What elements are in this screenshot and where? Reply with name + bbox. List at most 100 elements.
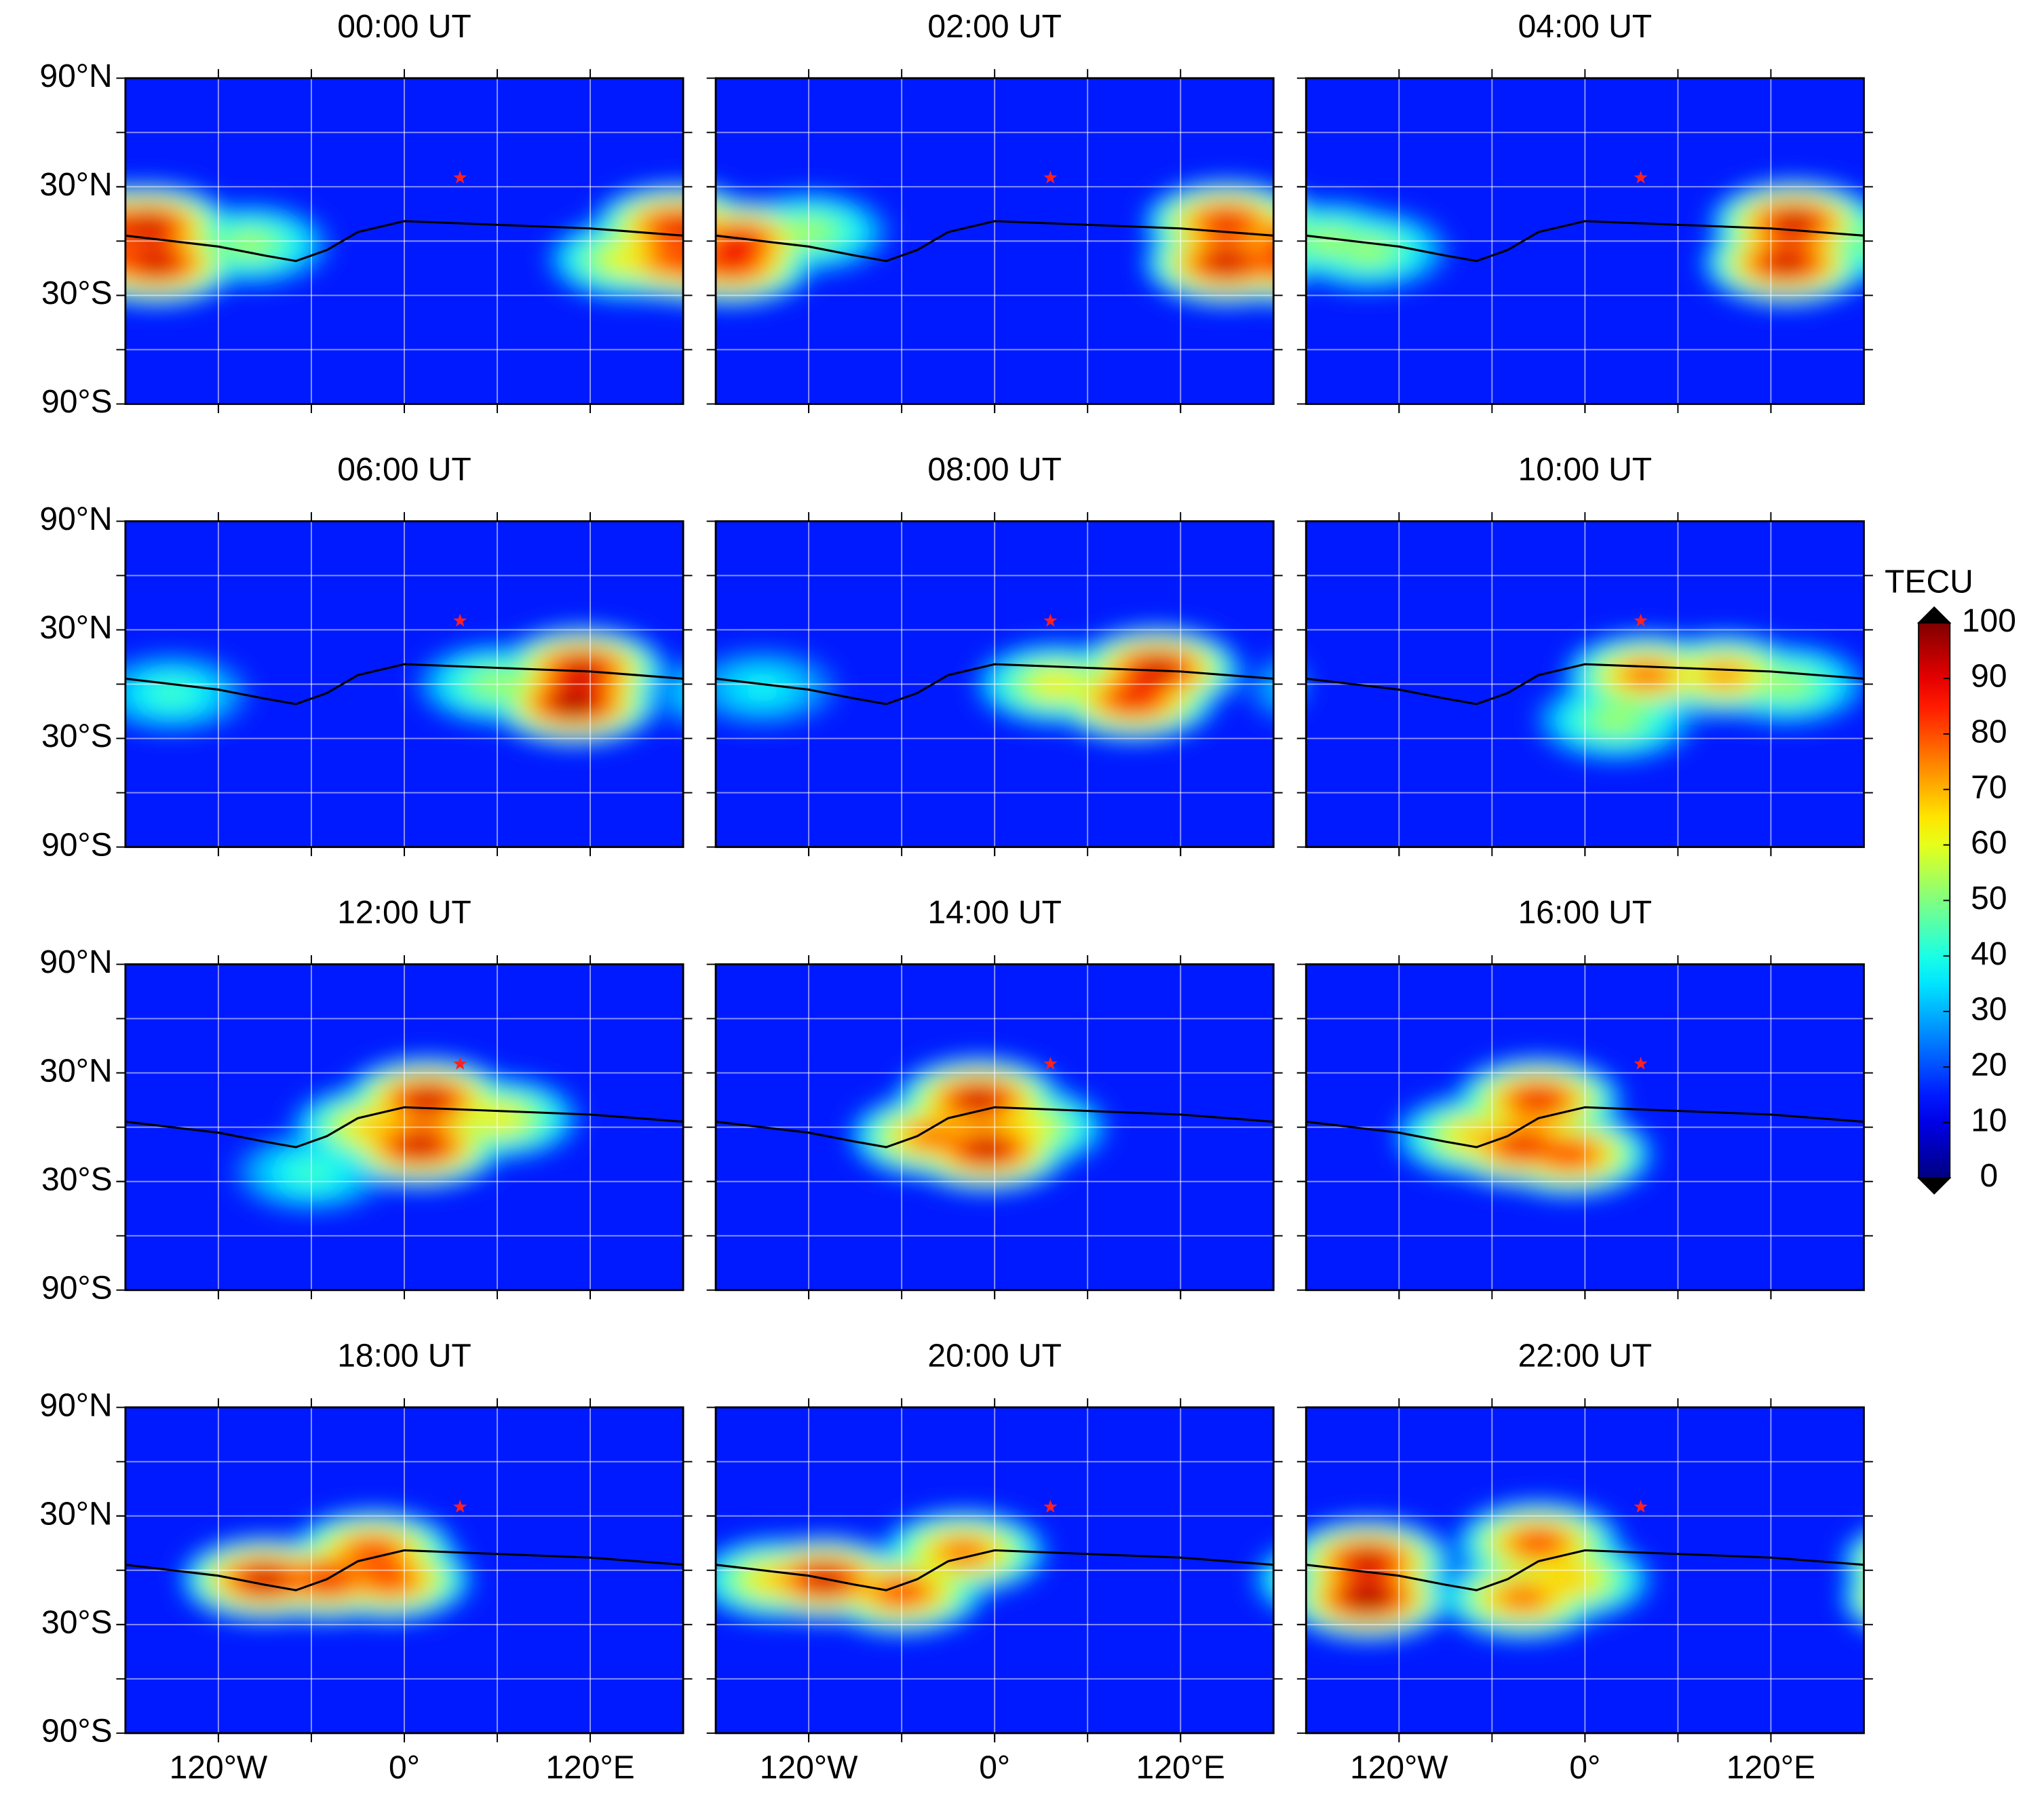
- magnetic-equator: [125, 1549, 684, 1591]
- event-star: [453, 1056, 467, 1070]
- tec-contour: [1847, 1536, 1864, 1586]
- x-tick-label: 120°E: [1136, 1750, 1225, 1785]
- map-panel: 18:00 UT 120°W 0° 120°E 90°N 30°N 30°S 90°S: [39, 1338, 693, 1785]
- tec-contour: [1462, 1129, 1491, 1144]
- event-star: [1043, 1499, 1058, 1513]
- colorbar-tick-label: 40: [1971, 936, 2007, 972]
- tec-contour: [972, 1141, 1002, 1157]
- tec-contour: [142, 255, 171, 271]
- y-tick-label: 30°S: [41, 1604, 113, 1640]
- y-tick-label: 30°N: [39, 167, 112, 203]
- colorbar-extend-bottom: [1916, 1177, 1952, 1195]
- y-tick-label: 30°N: [39, 1496, 112, 1532]
- tec-contour: [1632, 668, 1662, 683]
- event-star: [1043, 1056, 1058, 1070]
- magnetic-equator: [125, 220, 684, 263]
- tec-contour: [1882, 1539, 1971, 1584]
- tec-contour: [661, 252, 684, 267]
- y-tick-label: 90°S: [41, 384, 113, 420]
- tec-contour: [1843, 222, 1864, 278]
- tec-contour: [1857, 1583, 1864, 1612]
- magnetic-equator: [716, 1106, 1274, 1148]
- tec-field: [1306, 1407, 1984, 1733]
- tec-contour: [1846, 1572, 1864, 1623]
- tec-contour: [1893, 1581, 1959, 1614]
- colorbar-tick-label: 70: [1971, 769, 2007, 805]
- colorbar-tick-label: 0: [1980, 1158, 1998, 1194]
- tec-field: [125, 78, 684, 404]
- panel-title: 02:00 UT: [927, 9, 1062, 45]
- tec-contour: [1269, 677, 1274, 699]
- tec-field: [716, 1407, 1274, 1733]
- tec-field: [716, 521, 1274, 847]
- tec-contour: [1859, 237, 1864, 263]
- panel-title: 08:00 UT: [927, 452, 1062, 488]
- magnetic-equator: [125, 1106, 684, 1148]
- tec-field: [716, 78, 1274, 404]
- tec-contour: [568, 662, 598, 678]
- magnetic-equator: [1306, 1549, 1864, 1591]
- panel-title: 00:00 UT: [337, 9, 471, 45]
- y-tick-label: 30°N: [39, 610, 112, 646]
- event-star: [1634, 613, 1648, 627]
- tec-contour: [1888, 1578, 1964, 1617]
- map-panel: 00:00 UT 90°N 30°N 30°S 90°S: [39, 9, 693, 420]
- magnetic-equator: [125, 663, 684, 706]
- x-tick-label: 120°E: [1727, 1750, 1815, 1785]
- colorbar-tick-label: 20: [1971, 1047, 2007, 1083]
- tec-contour: [1887, 230, 1965, 270]
- colorbar-extend-top: [1916, 606, 1952, 624]
- tec-contour: [1870, 1569, 1982, 1626]
- tec-contour: [157, 685, 187, 701]
- colorbar-tick-label: 90: [1971, 659, 2007, 695]
- tec-contour: [125, 252, 132, 266]
- magnetic-equator: [716, 1549, 1274, 1591]
- tec-contour: [1876, 225, 1975, 275]
- tec-contour: [918, 1129, 948, 1144]
- tec-contour: [1212, 215, 1242, 231]
- tec-field: [1306, 78, 1975, 404]
- panel-title: 20:00 UT: [927, 1338, 1062, 1374]
- panel-title: 04:00 UT: [1518, 9, 1653, 45]
- tec-contour: [1853, 1579, 1864, 1617]
- tec-contour: [412, 1092, 442, 1108]
- tec-contour: [1353, 1553, 1383, 1569]
- tec-field: [1306, 964, 1864, 1290]
- tec-contour: [1524, 1535, 1554, 1551]
- tec-contour: [560, 695, 590, 710]
- tec-contour: [1779, 215, 1809, 231]
- magnetic-equator: [716, 663, 1274, 706]
- tec-contour: [1843, 1569, 1864, 1626]
- tec-contour: [1254, 664, 1274, 712]
- x-tick-label: 0°: [389, 1750, 420, 1785]
- x-tick-label: 0°: [1569, 1750, 1600, 1785]
- x-tick-label: 120°W: [760, 1750, 858, 1785]
- y-tick-label: 90°N: [39, 1387, 112, 1423]
- tec-contour: [716, 255, 746, 271]
- tec-contour: [614, 252, 644, 267]
- event-star: [1634, 1499, 1648, 1513]
- tec-contour: [1868, 1532, 1984, 1591]
- map-panel: 06:00 UT 90°N 30°N 30°S 90°S: [39, 452, 693, 863]
- panel-title: 18:00 UT: [337, 1338, 471, 1374]
- tec-contour: [1353, 1589, 1383, 1605]
- y-tick-label: 90°S: [41, 1270, 113, 1306]
- tec-contour: [1892, 1544, 1960, 1579]
- tec-contour: [1555, 1572, 1584, 1587]
- tec-field: [125, 964, 684, 1290]
- tec-contour: [1262, 1559, 1274, 1600]
- tec-contour: [125, 220, 132, 233]
- colorbar: TECU 0 10 20 30 40 50 60 70 80 90 100: [1885, 564, 2016, 1195]
- magnetic-equator: [1306, 220, 1864, 263]
- tec-contour: [1855, 1543, 1864, 1579]
- x-tick-label: 0°: [979, 1750, 1010, 1785]
- tec-field: [125, 1407, 684, 1733]
- tec-contour: [1555, 1146, 1584, 1162]
- tec-contour: [1771, 255, 1801, 271]
- y-tick-label: 90°N: [39, 58, 112, 94]
- tec-contour: [1859, 1548, 1864, 1574]
- tec-contour: [1601, 712, 1631, 728]
- tec-contour: [134, 219, 163, 234]
- x-tick-label: 120°W: [1350, 1750, 1448, 1785]
